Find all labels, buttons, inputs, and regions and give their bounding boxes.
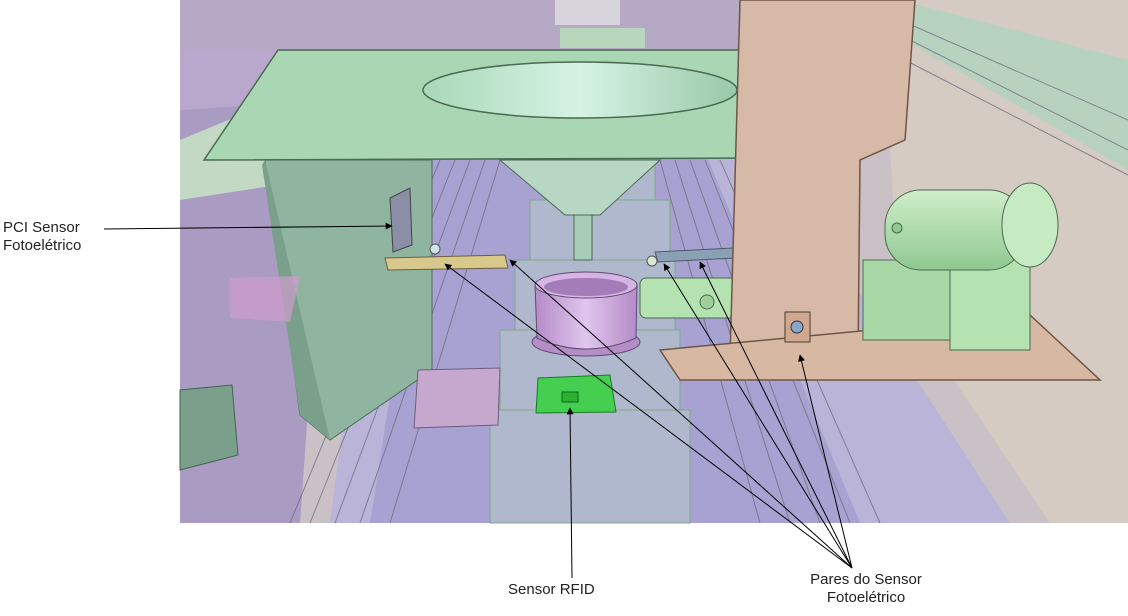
- annotation-leaders: [103, 222, 853, 579]
- rfid-label-text: Sensor RFID: [508, 581, 595, 598]
- pares-leader-5: [798, 354, 853, 569]
- pci-sensor-label: PCI Sensor Fotoelétrico: [3, 219, 81, 255]
- pares-label-line2: Fotoelétrico: [826, 589, 906, 606]
- pares-label-line1: Pares do Sensor: [810, 571, 922, 588]
- pares-leader-2: [509, 259, 853, 569]
- rfid-sensor-label: Sensor RFID: [508, 581, 595, 599]
- pares-leader-4: [699, 261, 853, 569]
- pusher-cylinder: [639, 277, 739, 319]
- floor-pads: [179, 276, 501, 471]
- photoelectric-sensor-pairs: [384, 243, 736, 271]
- rfid-leader: [566, 407, 574, 579]
- funnel: [498, 159, 662, 261]
- pci-label-line2: Fotoelétrico: [3, 237, 82, 254]
- motor: [862, 182, 1059, 351]
- pci-sensor-board: [389, 187, 413, 253]
- left-support-panel: [262, 159, 433, 441]
- pci-label-line1: PCI Sensor: [3, 219, 80, 236]
- sensor-pairs-label: Pares do Sensor Fotoelétrico: [793, 571, 939, 607]
- rfid-sensor: [535, 374, 617, 414]
- pares-leader-3: [663, 263, 853, 569]
- cup: [531, 271, 641, 357]
- pci-leader: [103, 222, 393, 230]
- pares-leader-1: [444, 263, 853, 569]
